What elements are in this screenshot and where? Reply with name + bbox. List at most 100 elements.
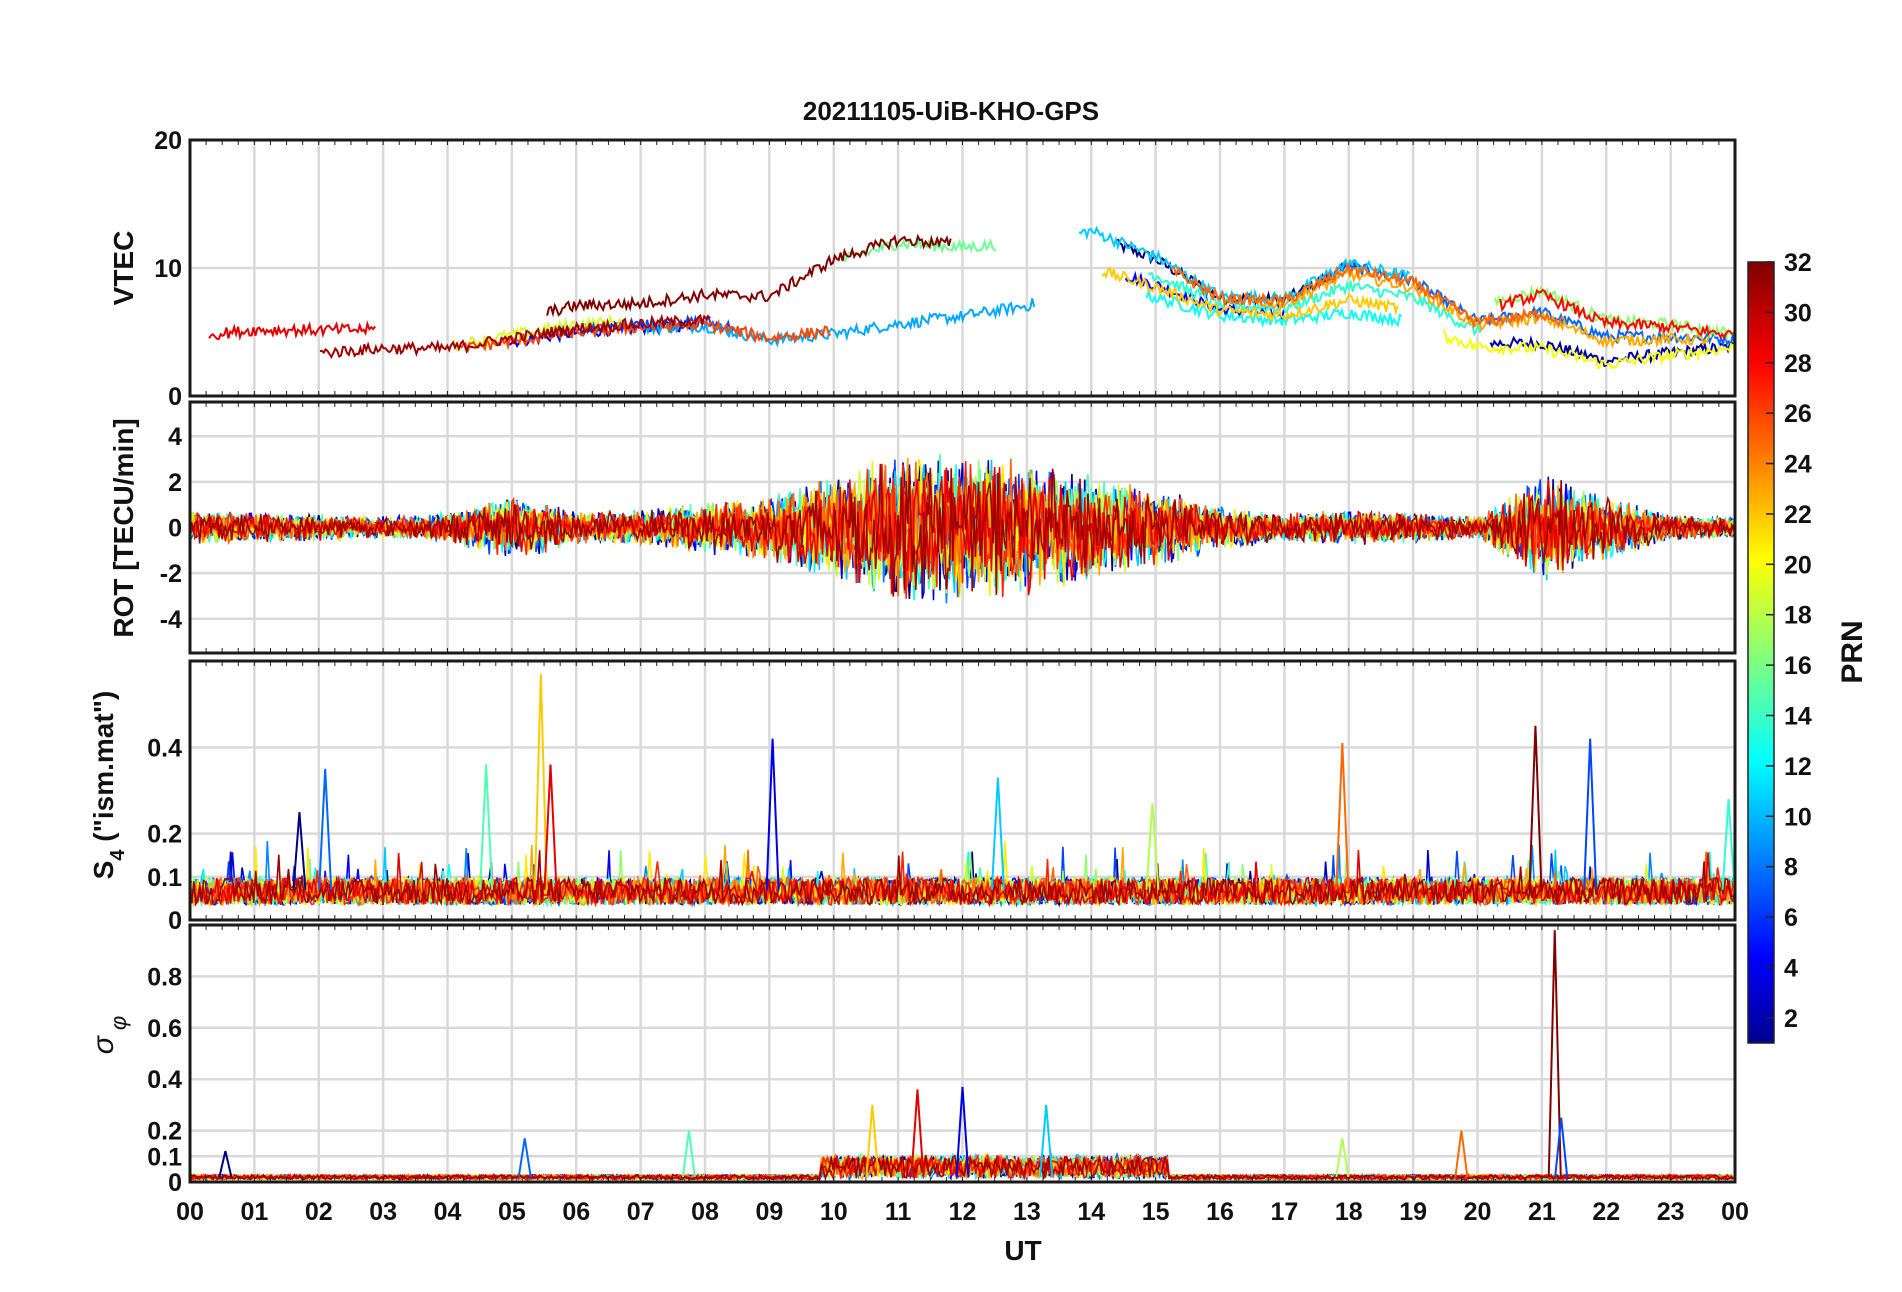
spike-mark bbox=[865, 1104, 880, 1177]
spike-mark bbox=[955, 1086, 970, 1177]
colorbar-tick-label: 32 bbox=[1784, 249, 1812, 277]
s4-panel: 0 0.1 0.2 0.4 bbox=[147, 659, 1737, 935]
y-tick-label: 0 bbox=[168, 383, 182, 411]
spike-mark bbox=[1547, 930, 1562, 1177]
colorbar-tick-label: 18 bbox=[1784, 602, 1812, 630]
panel-frame bbox=[188, 138, 1737, 398]
prn-trace bbox=[190, 850, 1734, 907]
rot-prn-trace bbox=[190, 463, 1735, 597]
vtec-panel: 0 10 20 bbox=[154, 127, 1737, 411]
x-tick-label: 08 bbox=[691, 1198, 719, 1226]
y-tick-label: 0 bbox=[168, 907, 182, 935]
colorbar-tick-label: 10 bbox=[1784, 803, 1812, 831]
colorbar-tick-label: 12 bbox=[1784, 753, 1812, 781]
rot-panel: -4 -2 0 2 4 bbox=[160, 400, 1737, 655]
x-tick-label: 22 bbox=[1592, 1198, 1620, 1226]
colorbar-tick-label: 26 bbox=[1784, 400, 1812, 428]
x-tick-label: 16 bbox=[1206, 1198, 1234, 1226]
x-tick-label: 11 bbox=[885, 1198, 912, 1226]
series-group bbox=[190, 673, 1735, 908]
sigma-phi-y-label: σ φ bbox=[87, 1016, 131, 1055]
colorbar-label: PRN bbox=[1836, 620, 1869, 683]
spike-mark bbox=[1039, 1104, 1054, 1177]
x-tick-label: 05 bbox=[498, 1198, 526, 1226]
colorbar-tick-label: 6 bbox=[1784, 904, 1798, 932]
vtec-prn-trace bbox=[1101, 266, 1399, 324]
y-tick-label: 0.2 bbox=[147, 821, 182, 849]
colorbar-tick-label: 4 bbox=[1784, 954, 1798, 982]
x-tick-label: 02 bbox=[305, 1198, 333, 1226]
spike-mark bbox=[681, 1130, 696, 1177]
x-tick-label: 23 bbox=[1657, 1198, 1685, 1226]
spike-mark bbox=[292, 812, 307, 890]
spike-mark bbox=[543, 764, 558, 890]
vtec-prn-trace bbox=[1499, 288, 1735, 340]
chart-title: 20211105-UiB-KHO-GPS bbox=[802, 96, 1100, 126]
spike-mark bbox=[218, 1150, 233, 1178]
spike-mark bbox=[1145, 803, 1160, 890]
y-tick-label: 0 bbox=[168, 515, 182, 543]
x-tick-label: 18 bbox=[1335, 1198, 1363, 1226]
prn-trace bbox=[190, 1154, 1734, 1182]
y-tick-label: 0.1 bbox=[147, 1143, 182, 1171]
colorbar-gradient bbox=[1747, 261, 1775, 1044]
spike-mark bbox=[910, 1089, 925, 1177]
x-tick-label: 07 bbox=[627, 1198, 655, 1226]
spike-mark bbox=[1335, 1138, 1350, 1178]
vtec-y-label: VTEC bbox=[108, 231, 139, 306]
vtec-prn-trace bbox=[643, 298, 1036, 348]
x-tick-label: 00 bbox=[1721, 1198, 1749, 1226]
vtec-prn-trace bbox=[319, 313, 711, 360]
x-axis: 00 01 02 03 04 05 06 07 08 09 10 11 12 13 14 15 16 17 18 19… bbox=[176, 1198, 1749, 1226]
vtec-prn-trace bbox=[546, 233, 952, 318]
x-tick-label: 21 bbox=[1528, 1198, 1556, 1226]
s4-y-label: S4 ("ism.mat") bbox=[88, 691, 129, 880]
vtec-prn-trace bbox=[208, 320, 377, 341]
spike-mark bbox=[1721, 799, 1735, 890]
y-tick-label: -2 bbox=[160, 560, 182, 588]
rot-prn-trace bbox=[190, 458, 1735, 597]
x-tick-label: 01 bbox=[240, 1198, 268, 1226]
sigma-phi-panel: 00.10.2 0.4 0.6 0.8 bbox=[147, 923, 1737, 1197]
spike-mark bbox=[1554, 1117, 1569, 1177]
spike-mark bbox=[533, 673, 548, 890]
spike-mark bbox=[990, 777, 1005, 890]
y-tick-label: 10 bbox=[154, 255, 182, 283]
colorbar-tick-label: 8 bbox=[1784, 854, 1798, 882]
spike-mark bbox=[1454, 1130, 1469, 1177]
y-tick-label: 4 bbox=[168, 423, 182, 451]
x-tick-label: 15 bbox=[1142, 1198, 1170, 1226]
x-tick-label: 19 bbox=[1399, 1198, 1427, 1226]
spike-mark bbox=[479, 764, 494, 890]
rot-y-label: ROT [TECU/min] bbox=[108, 418, 139, 637]
vtec-prn-trace bbox=[1489, 335, 1735, 368]
prn-trace bbox=[190, 849, 1734, 908]
panel-frame bbox=[188, 659, 1737, 922]
y-tick-label: -4 bbox=[160, 606, 182, 634]
spike-mark bbox=[1335, 742, 1350, 890]
colorbar-tick-label: 14 bbox=[1784, 702, 1812, 730]
spike-mark bbox=[1583, 738, 1598, 890]
y-tick-label: 0.4 bbox=[147, 1066, 182, 1094]
colorbar-tick-label: 22 bbox=[1784, 501, 1812, 529]
rot-prn-trace bbox=[190, 460, 1735, 599]
y-tick-label: 20 bbox=[154, 127, 182, 155]
x-tick-label: 13 bbox=[1013, 1198, 1041, 1226]
y-tick-label: 2 bbox=[168, 469, 182, 497]
colorbar-tick-label: 24 bbox=[1784, 451, 1812, 479]
vtec-prn-trace bbox=[1442, 329, 1735, 370]
vtec-prn-trace bbox=[1250, 267, 1711, 350]
y-tick-label: 0 bbox=[168, 1169, 182, 1197]
x-axis-label: UT bbox=[1004, 1235, 1041, 1266]
y-tick-label: 0.2 bbox=[147, 1118, 182, 1146]
panel-frame bbox=[188, 400, 1737, 655]
colorbar-tick-label: 30 bbox=[1784, 299, 1812, 327]
y-tick-label: 0.6 bbox=[147, 1015, 182, 1043]
colorbar-tick-label: 2 bbox=[1784, 1005, 1798, 1033]
x-tick-label: 00 bbox=[176, 1198, 204, 1226]
x-tick-label: 04 bbox=[434, 1198, 462, 1226]
spike-mark bbox=[1528, 725, 1543, 890]
series-group bbox=[208, 225, 1735, 370]
